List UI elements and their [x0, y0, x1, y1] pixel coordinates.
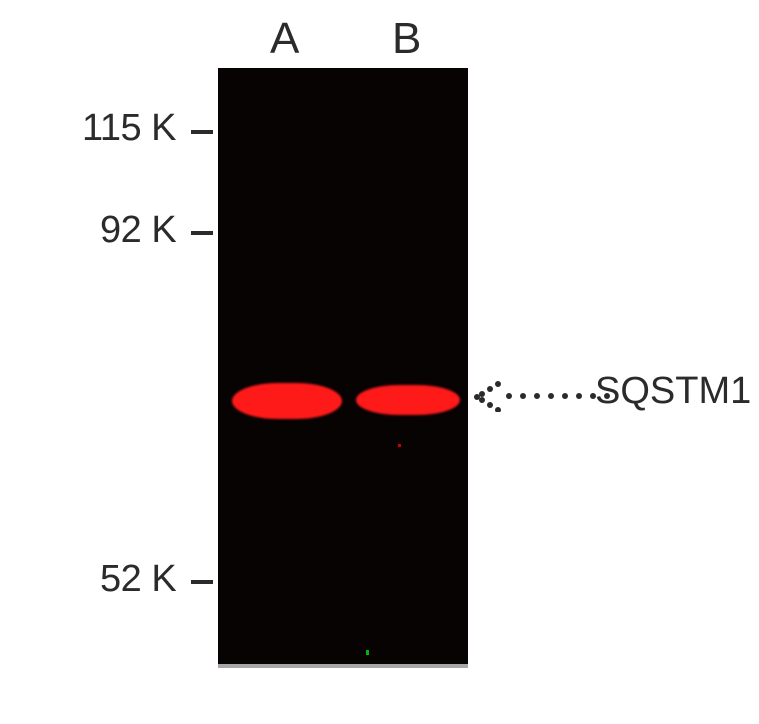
green-speck [366, 650, 369, 655]
red-speck [398, 444, 401, 447]
lane-label-a: A [270, 14, 299, 64]
marker-tick-92k [191, 231, 213, 235]
marker-tick-52k [191, 580, 213, 584]
dot-icon [506, 393, 512, 399]
blot-membrane [218, 68, 468, 668]
blot-bottom-border [218, 664, 468, 668]
protein-label: SQSTM1 [595, 370, 751, 413]
arrow-head-icon [474, 380, 502, 412]
western-blot-figure: A B 115 K 92 K 52 K [0, 0, 759, 724]
marker-label-115k: 115 K [82, 107, 176, 150]
marker-label-52k: 52 K [100, 558, 176, 601]
band-lane-a [232, 383, 342, 419]
dot-icon [520, 393, 526, 399]
dot-icon [548, 393, 554, 399]
dot-icon [534, 393, 540, 399]
dot-icon [562, 393, 568, 399]
annotation-arrow [474, 380, 610, 412]
marker-tick-115k [191, 130, 213, 134]
marker-label-92k: 92 K [100, 209, 176, 252]
lane-label-b: B [392, 14, 421, 64]
dot-icon [576, 393, 582, 399]
band-lane-b [356, 385, 460, 415]
